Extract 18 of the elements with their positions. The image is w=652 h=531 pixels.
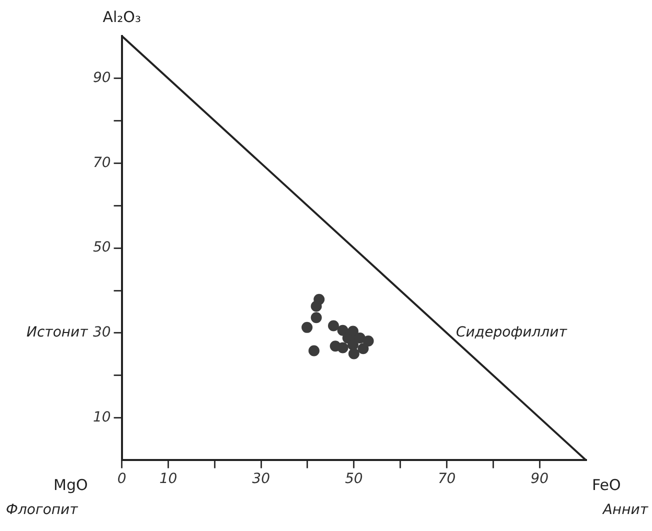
text: Аннит [602, 502, 649, 518]
y-tick-label: 10 [92, 409, 111, 426]
x-tick-label: 90 [530, 471, 549, 488]
text: Флогопит [6, 502, 79, 518]
y-tick-label: 70 [92, 154, 111, 171]
x-tick-label: 70 [438, 471, 456, 488]
y-tick-label: 30 [92, 324, 111, 341]
x-tick-label: 10 [159, 471, 178, 488]
text: Истонит [26, 324, 89, 341]
text: FeO [592, 476, 621, 494]
y-axis-title: Al₂O₃ [102, 8, 141, 26]
y-tick-label: 50 [92, 240, 111, 256]
y-tick-label: 90 [92, 70, 111, 86]
x-tick-label: 0 [117, 471, 126, 488]
x-tick-label: 50 [344, 471, 363, 488]
x-tick-label: 30 [252, 471, 270, 488]
annotation: Сидерофиллит [456, 324, 568, 341]
text: MgO [54, 476, 88, 494]
